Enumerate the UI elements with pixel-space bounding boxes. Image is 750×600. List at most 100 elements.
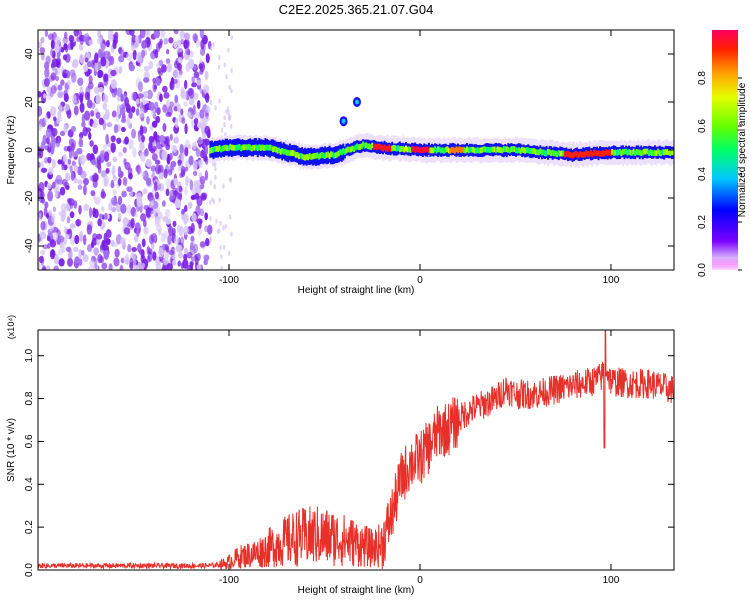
noise-blob — [222, 225, 225, 231]
signal-core — [669, 150, 672, 157]
signal-core — [522, 147, 525, 153]
x-tick-label: 0 — [417, 275, 423, 286]
noise-blob — [49, 238, 57, 248]
signal-core — [320, 152, 323, 158]
noise-blob — [92, 233, 98, 241]
noise-blob — [199, 241, 206, 248]
signal-core — [544, 150, 547, 157]
signal-core — [456, 147, 459, 154]
noise-blob — [40, 221, 46, 231]
x-tick-label: 0 — [417, 575, 423, 586]
noise-blob — [205, 53, 210, 64]
noise-blob — [213, 184, 216, 190]
noise-blob — [80, 170, 87, 179]
noise-blob — [181, 151, 185, 163]
noise-blob — [206, 130, 211, 139]
noise-blob — [154, 101, 159, 110]
signal-core — [421, 147, 424, 153]
signal-core — [646, 148, 649, 155]
signal-core — [571, 152, 574, 159]
noise-blob — [71, 60, 78, 69]
signal-core — [353, 146, 356, 153]
noise-blob — [122, 217, 129, 226]
noise-blob — [154, 159, 161, 165]
noise-blob — [173, 235, 180, 246]
noise-blob — [155, 215, 160, 225]
signal-core — [327, 151, 330, 158]
noise-blob — [220, 254, 223, 260]
noise-blob — [63, 103, 70, 112]
noise-blob — [155, 164, 162, 175]
noise-blob — [57, 159, 63, 165]
signal-core — [360, 143, 363, 150]
noise-blob — [88, 132, 92, 140]
noise-blob — [154, 48, 159, 59]
signal-core — [298, 153, 301, 160]
noise-blob — [83, 234, 87, 246]
noise-blob — [194, 111, 200, 120]
noise-blob — [111, 110, 117, 118]
signal-core — [268, 144, 271, 151]
noise-blob — [172, 187, 179, 196]
signal-core — [224, 144, 227, 151]
signal-core — [487, 146, 490, 153]
noise-blob — [200, 193, 207, 201]
signal-core — [466, 146, 469, 153]
noise-blob — [156, 141, 161, 149]
noise-blob — [184, 247, 188, 255]
noise-blob — [173, 30, 179, 35]
noise-blob — [63, 182, 70, 189]
noise-blob — [189, 179, 194, 191]
snr-frame — [37, 329, 675, 571]
signal-core — [545, 150, 548, 157]
signal-core — [232, 144, 235, 151]
signal-core — [623, 148, 626, 155]
noise-blob — [38, 255, 44, 264]
noise-blob — [47, 33, 54, 41]
signal-core — [276, 147, 279, 154]
signal-core — [479, 147, 482, 154]
signal-core — [319, 152, 322, 159]
signal-core — [502, 146, 505, 153]
noise-blob — [46, 235, 51, 242]
noise-blob — [205, 92, 210, 103]
noise-blob — [83, 184, 87, 196]
noise-blob — [44, 114, 48, 124]
noise-blob — [141, 135, 145, 143]
signal-core — [368, 143, 371, 150]
noise-blob — [86, 224, 93, 235]
noise-blob — [186, 111, 191, 118]
signal-core — [550, 150, 553, 157]
noise-blob — [97, 48, 103, 59]
noise-blob — [52, 181, 56, 189]
noise-blob — [55, 187, 59, 198]
signal-core — [272, 146, 275, 153]
noise-blob — [212, 161, 215, 167]
signal-core — [594, 150, 597, 157]
signal-core — [654, 150, 657, 157]
noise-blob — [128, 172, 133, 180]
noise-blob — [111, 199, 118, 207]
noise-blob — [38, 41, 43, 48]
noise-blob — [180, 236, 185, 247]
noise-blob — [117, 151, 123, 157]
noise-blob — [204, 225, 209, 233]
noise-blob — [105, 238, 111, 246]
signal-core — [382, 145, 385, 152]
signal-core — [510, 146, 513, 153]
noise-blob — [94, 86, 100, 94]
noise-blob — [130, 218, 135, 229]
noise-blob — [160, 64, 167, 73]
signal-core — [255, 144, 258, 151]
signal-core — [640, 150, 643, 157]
noise-blob — [201, 132, 207, 139]
noise-blob — [173, 41, 178, 49]
noise-blob — [52, 116, 57, 122]
noise-blob — [201, 122, 206, 129]
signal-core — [463, 147, 466, 153]
signal-core — [542, 149, 545, 156]
noise-blob — [45, 265, 51, 270]
signal-core — [577, 152, 580, 159]
signal-core — [507, 146, 510, 153]
noise-blob — [63, 31, 68, 40]
